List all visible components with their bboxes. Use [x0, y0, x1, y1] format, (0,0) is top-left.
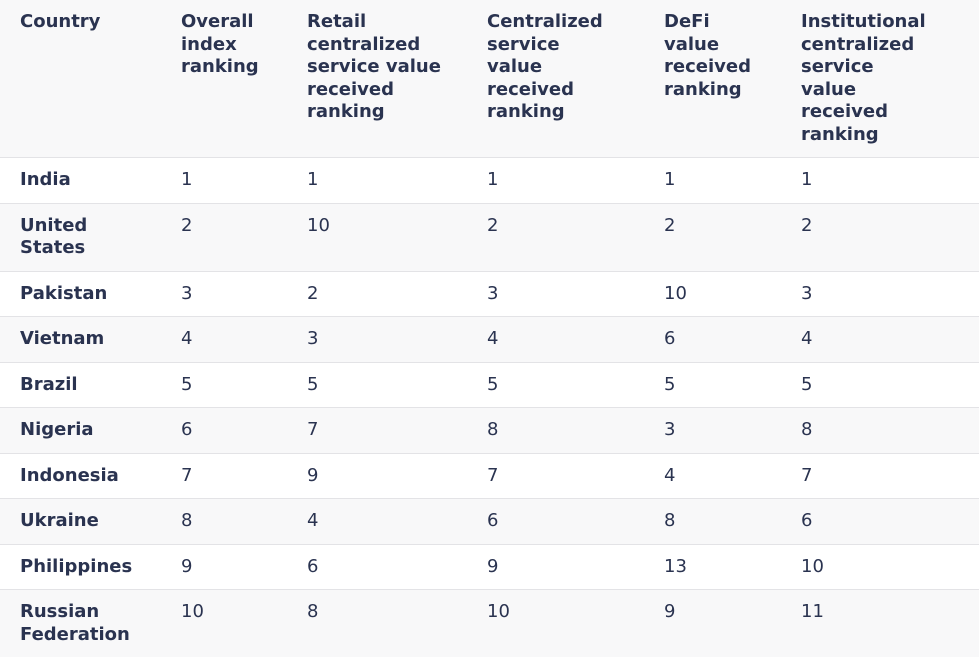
rank-cell: 6: [487, 499, 664, 545]
rank-cell: 8: [487, 408, 664, 454]
rank-cell: 4: [664, 453, 801, 499]
rank-cell: 10: [181, 590, 307, 657]
rank-cell: 1: [664, 158, 801, 204]
rank-cell: 6: [181, 408, 307, 454]
rank-cell: 10: [664, 271, 801, 317]
country-cell: Vietnam: [0, 317, 181, 363]
rank-cell: 8: [801, 408, 979, 454]
rank-cell: 10: [801, 544, 979, 590]
rank-cell: 2: [664, 203, 801, 271]
rank-cell: 13: [664, 544, 801, 590]
rank-cell: 1: [801, 158, 979, 204]
rank-cell: 1: [487, 158, 664, 204]
rank-cell: 4: [181, 317, 307, 363]
rank-cell: 10: [307, 203, 487, 271]
rank-cell: 5: [801, 362, 979, 408]
rank-cell: 3: [181, 271, 307, 317]
rank-cell: 2: [487, 203, 664, 271]
rank-cell: 3: [664, 408, 801, 454]
country-cell: Pakistan: [0, 271, 181, 317]
rank-cell: 3: [801, 271, 979, 317]
country-cell: Indonesia: [0, 453, 181, 499]
country-cell: United States: [0, 203, 181, 271]
header-cell: Country: [0, 0, 181, 158]
rank-cell: 9: [307, 453, 487, 499]
rank-cell: 3: [307, 317, 487, 363]
rank-cell: 5: [664, 362, 801, 408]
rank-cell: 7: [487, 453, 664, 499]
rank-cell: 8: [181, 499, 307, 545]
rank-cell: 3: [487, 271, 664, 317]
rank-cell: 4: [487, 317, 664, 363]
country-cell: Philippines: [0, 544, 181, 590]
country-cell: Ukraine: [0, 499, 181, 545]
rank-cell: 8: [307, 590, 487, 657]
rank-cell: 4: [801, 317, 979, 363]
rank-cell: 8: [664, 499, 801, 545]
rank-cell: 6: [801, 499, 979, 545]
rank-cell: 6: [664, 317, 801, 363]
rank-cell: 2: [307, 271, 487, 317]
rank-cell: 7: [307, 408, 487, 454]
country-cell: India: [0, 158, 181, 204]
rank-cell: 5: [181, 362, 307, 408]
header-cell: Institutional centralized service value …: [801, 0, 979, 158]
rank-cell: 1: [181, 158, 307, 204]
rank-cell: 6: [307, 544, 487, 590]
header-cell: Retail centralized service value receive…: [307, 0, 487, 158]
rank-cell: 1: [307, 158, 487, 204]
rank-cell: 2: [181, 203, 307, 271]
rank-cell: 10: [487, 590, 664, 657]
rank-cell: 9: [664, 590, 801, 657]
rank-cell: 5: [487, 362, 664, 408]
rank-cell: 4: [307, 499, 487, 545]
rank-cell: 11: [801, 590, 979, 657]
rank-cell: 7: [181, 453, 307, 499]
rank-cell: 7: [801, 453, 979, 499]
rank-cell: 9: [487, 544, 664, 590]
rank-cell: 5: [307, 362, 487, 408]
rank-cell: 2: [801, 203, 979, 271]
rank-cell: 9: [181, 544, 307, 590]
header-cell: DeFi value received ranking: [664, 0, 801, 158]
country-cell: Nigeria: [0, 408, 181, 454]
header-cell: Centralized service value received ranki…: [487, 0, 664, 158]
header-cell: Overall index ranking: [181, 0, 307, 158]
country-cell: Russian Federation: [0, 590, 181, 657]
country-cell: Brazil: [0, 362, 181, 408]
